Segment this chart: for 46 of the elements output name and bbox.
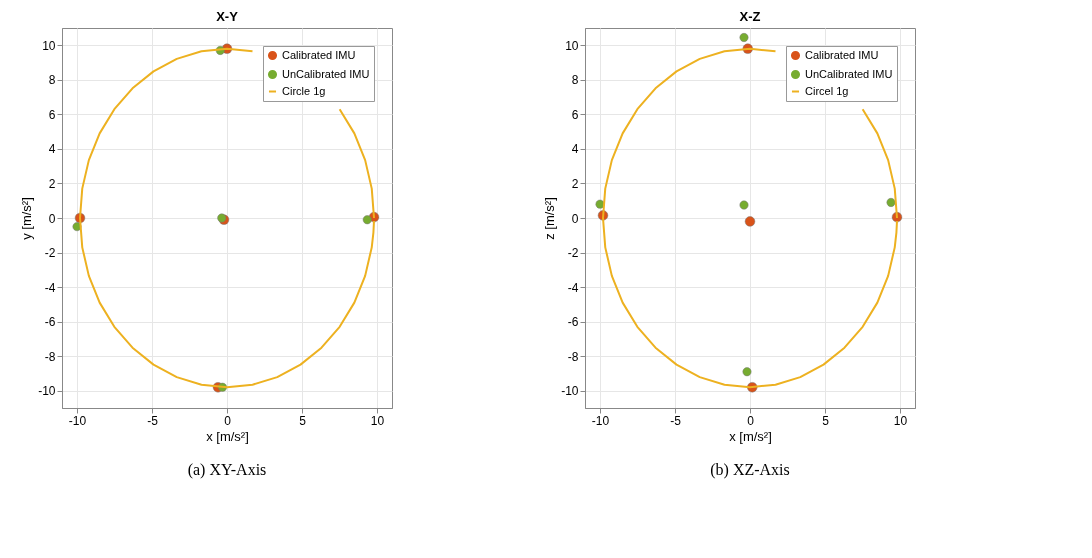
- y-axis-title: y [m/s²]: [19, 197, 35, 240]
- y-tick-label: -8: [567, 349, 579, 364]
- y-tick-label: 6: [48, 107, 56, 122]
- y-tick-label: 8: [571, 73, 579, 88]
- text: (a) XY-Axis: [187, 461, 267, 479]
- chart-title: X-Y: [216, 9, 239, 24]
- x-tick-label: -10: [591, 413, 610, 428]
- y-tick-label: -4: [567, 280, 579, 295]
- x-axis-title: x [m/s²]: [729, 428, 772, 444]
- y-tick-label: 0: [48, 211, 56, 226]
- legend-label: Calibrated IMU: [805, 48, 879, 61]
- legend-label: UnCalibrated IMU: [805, 67, 893, 80]
- y-tick-label: 8: [48, 73, 56, 88]
- y-tick-label: 4: [48, 142, 56, 157]
- y-tick-label: 10: [565, 38, 579, 53]
- y-tick-label: 4: [571, 142, 579, 157]
- legend-label: Circel 1g: [805, 84, 849, 97]
- y-tick-label: -10: [38, 384, 56, 399]
- y-tick-label: -2: [44, 246, 56, 261]
- x-tick-label: 0: [747, 413, 755, 428]
- y-tick-label: 2: [571, 176, 579, 191]
- x-tick-label: 0: [224, 413, 232, 428]
- x-axis-title: x [m/s²]: [206, 428, 249, 444]
- y-tick-label: 10: [42, 38, 56, 53]
- y-tick-label: -6: [44, 315, 56, 330]
- text: (b) XZ-Axis: [710, 461, 790, 479]
- y-tick-label: 6: [571, 107, 579, 122]
- y-tick-label: -4: [44, 280, 56, 295]
- y-axis-title: z [m/s²]: [542, 197, 558, 240]
- x-tick-label: 5: [299, 413, 307, 428]
- x-tick-label: -5: [147, 413, 159, 428]
- chart-title: X-Z: [739, 9, 761, 24]
- y-tick-label: 0: [571, 211, 579, 226]
- legend-label: UnCalibrated IMU: [282, 67, 370, 80]
- y-tick-label: -6: [567, 315, 579, 330]
- y-tick-label: 2: [48, 176, 56, 191]
- x-tick-label: 5: [822, 413, 830, 428]
- y-tick-label: -2: [567, 246, 579, 261]
- legend-label: Calibrated IMU: [282, 48, 356, 61]
- legend-label: Circle 1g: [282, 84, 326, 97]
- x-tick-label: -10: [68, 413, 87, 428]
- y-tick-label: -8: [44, 349, 56, 364]
- x-tick-label: 10: [370, 413, 385, 428]
- y-tick-label: -10: [561, 384, 579, 399]
- x-tick-label: -5: [670, 413, 682, 428]
- x-tick-label: 10: [893, 413, 908, 428]
